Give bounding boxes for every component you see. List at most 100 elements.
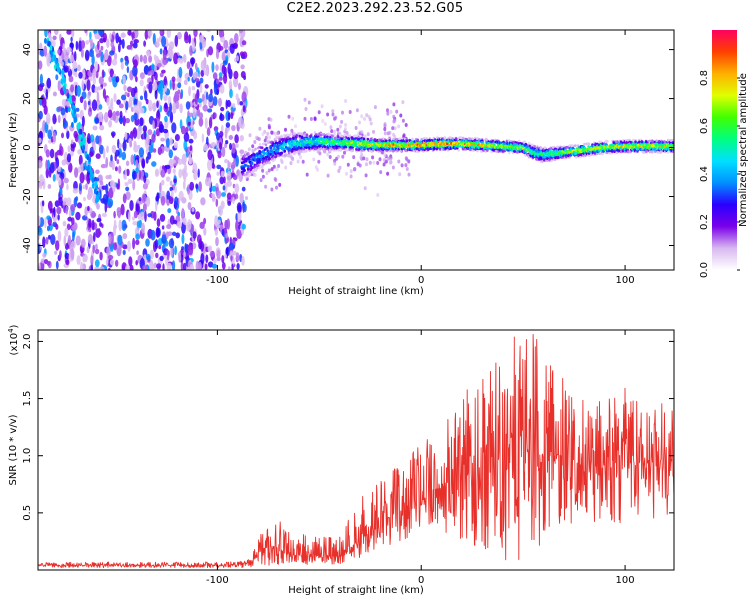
noise-blob <box>122 115 126 127</box>
noise-blob <box>128 211 131 222</box>
haze-blob <box>289 155 293 159</box>
noise-blob <box>218 76 223 81</box>
noise-blob <box>70 84 75 93</box>
noise-blob <box>157 83 164 95</box>
noise-blob <box>236 202 242 213</box>
noise-blob <box>91 212 97 218</box>
noise-blob <box>236 263 240 270</box>
noise-blob <box>138 157 142 164</box>
noise-blob <box>141 160 145 169</box>
noise-blob <box>172 168 176 174</box>
ridge-blob <box>405 139 409 143</box>
noise-blob <box>135 159 139 168</box>
ridge-blob <box>626 150 630 154</box>
haze-blob <box>366 132 370 137</box>
ridge-blob <box>264 159 267 163</box>
haze-blob <box>257 137 261 142</box>
haze-blob <box>368 117 372 122</box>
noise-blob <box>117 234 123 246</box>
noise-blob <box>207 245 213 253</box>
noise-blob <box>75 235 81 246</box>
haze-blob <box>397 159 401 164</box>
noise-blob <box>89 134 95 143</box>
haze-blob <box>391 126 395 131</box>
ridge-blob <box>527 141 531 145</box>
noise-blob <box>151 63 155 72</box>
noise-blob <box>61 99 67 107</box>
ridge-blob <box>510 145 514 149</box>
noise-blob <box>191 57 195 67</box>
ridge-blob <box>250 170 254 174</box>
haze-blob <box>254 135 258 140</box>
noise-blob <box>132 127 138 139</box>
noise-blob <box>141 222 145 234</box>
noise-blob <box>215 64 219 71</box>
noise-blob <box>111 144 117 154</box>
noise-blob <box>126 45 132 50</box>
noise-blob <box>84 49 90 61</box>
ridge-blob <box>476 137 479 141</box>
noise-blob <box>187 202 192 210</box>
ridge-blob <box>648 139 652 143</box>
haze-blob <box>352 167 356 172</box>
noise-blob <box>236 229 242 240</box>
noise-blob <box>161 225 165 230</box>
noise-blob <box>207 159 213 171</box>
noise-blob <box>132 170 137 180</box>
noise-blob <box>64 252 70 260</box>
noise-blob <box>115 259 119 267</box>
noise-blob <box>175 100 180 110</box>
noise-blob <box>65 205 69 215</box>
ridge-blob <box>308 140 311 144</box>
noise-blob <box>59 187 63 196</box>
noise-blob <box>211 185 217 192</box>
ridge-blob <box>280 135 284 139</box>
noise-blob <box>181 207 185 219</box>
noise-blob <box>93 144 97 152</box>
noise-blob <box>191 86 196 91</box>
noise-blob <box>121 94 127 101</box>
noise-blob <box>188 67 193 78</box>
noise-blob <box>169 137 173 146</box>
noise-blob <box>79 172 85 184</box>
noise-blob <box>118 116 124 123</box>
noise-blob <box>232 103 236 109</box>
ridge-blob <box>271 150 275 154</box>
haze-blob <box>404 163 408 168</box>
noise-blob <box>64 243 69 250</box>
noise-blob <box>153 211 157 222</box>
noise-blob <box>224 142 228 149</box>
ridge-blob <box>598 152 602 156</box>
haze-blob <box>360 152 364 157</box>
haze-blob <box>326 112 330 117</box>
ridge-blob <box>487 147 491 150</box>
ridge-blob <box>601 142 604 146</box>
ridge-blob <box>246 164 250 168</box>
noise-blob <box>171 122 177 134</box>
noise-blob <box>216 132 220 141</box>
noise-blob <box>87 91 92 96</box>
noise-blob <box>193 30 198 38</box>
noise-blob <box>59 196 63 207</box>
ridge-blob <box>513 150 517 153</box>
noise-blob <box>221 146 226 158</box>
noise-blob <box>170 190 174 198</box>
noise-blob <box>155 227 160 238</box>
ridge-blob <box>295 134 299 137</box>
streak-blob <box>82 144 86 151</box>
noise-blob <box>178 168 183 179</box>
noise-blob <box>138 105 142 114</box>
noise-blob <box>69 42 74 49</box>
ridge-blob <box>327 132 330 136</box>
haze-blob <box>404 156 408 161</box>
haze-blob <box>398 172 402 177</box>
haze-blob <box>360 114 364 119</box>
ridge-blob <box>309 134 313 138</box>
noise-blob <box>211 61 215 73</box>
haze-blob <box>371 155 375 160</box>
ridge-blob <box>258 143 262 146</box>
haze-blob <box>404 123 408 127</box>
noise-blob <box>195 78 200 83</box>
haze-blob <box>247 147 251 152</box>
haze-blob <box>303 97 307 102</box>
